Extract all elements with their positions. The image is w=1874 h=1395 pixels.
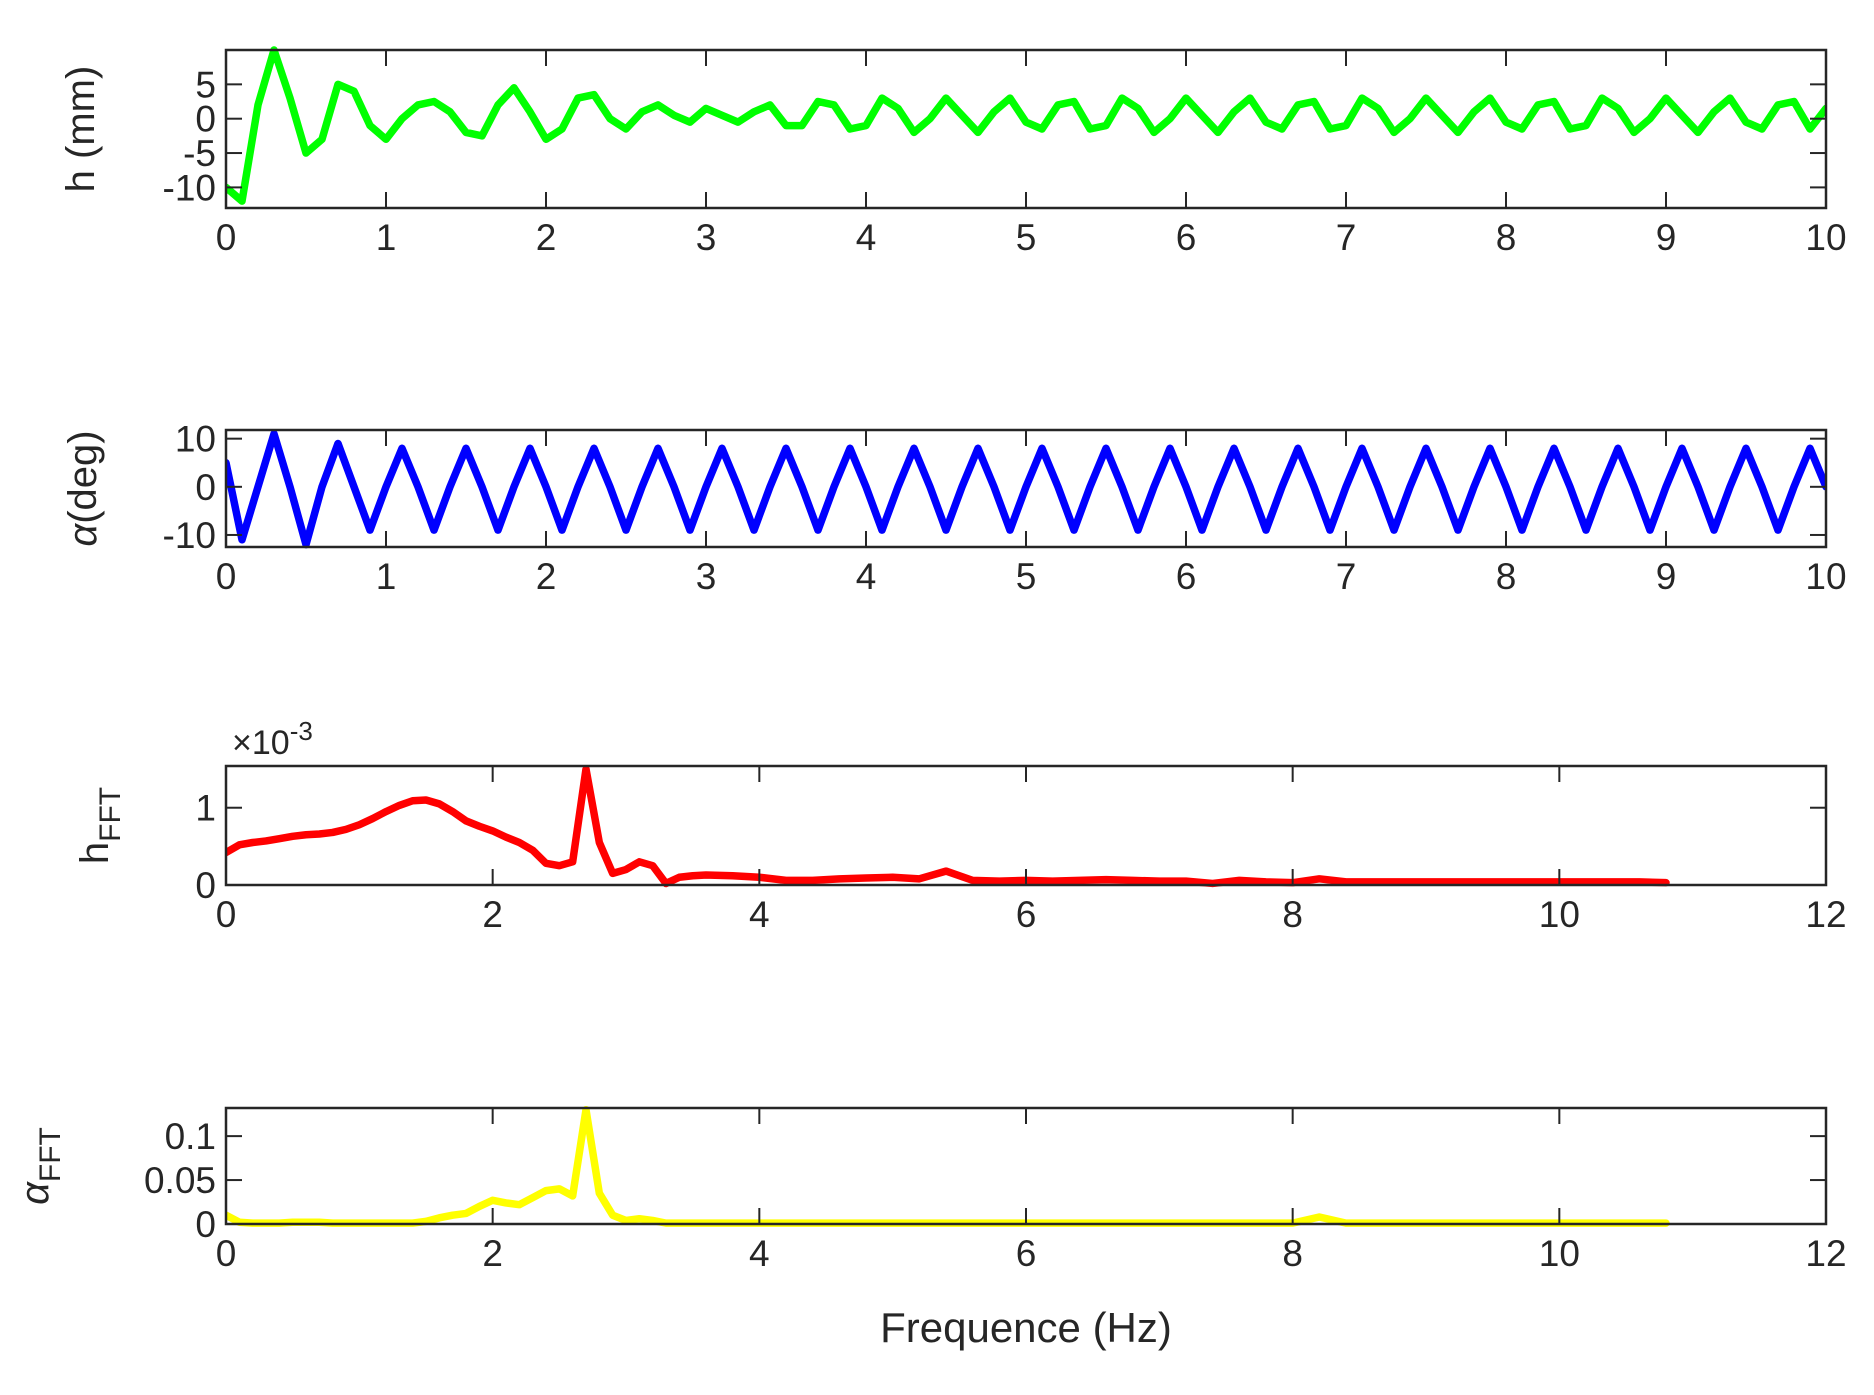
x-tick-label: 1	[376, 217, 397, 258]
line-series	[226, 765, 1670, 888]
x-tick-label: 9	[1656, 556, 1677, 597]
y-tick-label: 0	[195, 865, 216, 906]
multiplier-exponent: -3	[290, 716, 313, 746]
x-tick-label: 2	[482, 1233, 503, 1274]
x-tick-label: 10	[1539, 894, 1580, 935]
x-tick-label: 2	[482, 894, 503, 935]
y-axis-label-main: α	[13, 1181, 57, 1205]
y-axis-label-subscript: FFT	[94, 787, 127, 842]
x-tick-label: 0	[216, 217, 237, 258]
plot-area	[226, 766, 1826, 885]
x-tick-label: 7	[1336, 217, 1357, 258]
y-tick-label: 5	[195, 64, 216, 105]
y-axis-label-suffix: (deg)	[61, 430, 105, 523]
x-tick-label: 12	[1805, 1233, 1846, 1274]
y-axis-label-main: h (mm)	[59, 66, 103, 193]
y-axis-label: hFFT	[73, 787, 127, 864]
x-tick-label: 12	[1805, 894, 1846, 935]
x-tick-label: 9	[1656, 217, 1677, 258]
subplot: 0 2 4 6 8 10 12 0 1 hFFT ×10-3	[73, 716, 1847, 935]
y-axis-label-main: α	[61, 523, 105, 547]
x-tick-label: 3	[696, 217, 717, 258]
x-tick-label: 4	[856, 556, 877, 597]
y-tick-label: 0.1	[165, 1116, 216, 1157]
x-tick-label: 3	[696, 556, 717, 597]
y-tick-label: -5	[183, 133, 216, 174]
x-tick-label: 0	[216, 556, 237, 597]
x-tick-label: 10	[1539, 1233, 1580, 1274]
x-tick-label: 4	[749, 1233, 770, 1274]
x-tick-label: 4	[856, 217, 877, 258]
line-series	[226, 46, 1826, 205]
y-tick-label: 0.05	[144, 1160, 216, 1201]
y-tick-label: 0	[195, 467, 216, 508]
line-series	[226, 430, 1826, 549]
x-tick-label: 1	[376, 556, 397, 597]
x-tick-label: 2	[536, 217, 557, 258]
y-tick-label: 10	[175, 419, 216, 460]
plot-area	[226, 50, 1826, 208]
y-tick-label: -10	[163, 515, 216, 556]
axis-multiplier: ×10-3	[232, 716, 313, 762]
x-axis-label: Frequence (Hz)	[880, 1304, 1172, 1351]
y-tick-label: -10	[163, 167, 216, 208]
y-tick-label: 0	[195, 1204, 216, 1245]
x-tick-label: 8	[1496, 217, 1517, 258]
x-tick-label: 8	[1496, 556, 1517, 597]
x-tick-label: 10	[1805, 556, 1846, 597]
x-tick-label: 6	[1176, 556, 1197, 597]
y-axis-label: h (mm)	[59, 66, 103, 193]
y-axis-label: αFFT	[13, 1127, 67, 1205]
plot-area	[226, 1108, 1826, 1224]
x-tick-label: 8	[1282, 1233, 1303, 1274]
multiplier-base: ×10	[232, 724, 290, 762]
x-tick-label: 2	[536, 556, 557, 597]
y-axis-label-main: h	[73, 842, 117, 864]
y-axis-label: α(deg)	[61, 430, 105, 546]
x-tick-label: 6	[1016, 894, 1037, 935]
x-tick-label: 5	[1016, 556, 1037, 597]
x-tick-label: 4	[749, 894, 770, 935]
y-tick-label: 0	[195, 99, 216, 140]
x-tick-label: 5	[1016, 217, 1037, 258]
x-tick-label: 8	[1282, 894, 1303, 935]
y-axis-label-subscript: FFT	[34, 1127, 67, 1182]
x-tick-label: 10	[1805, 217, 1846, 258]
x-tick-label: 7	[1336, 556, 1357, 597]
x-tick-label: 6	[1016, 1233, 1037, 1274]
subplot: 0 2 4 6 8 10 12 00.050.1 αFFT Frequence (Hz)	[13, 1106, 1847, 1351]
x-tick-label: 0	[216, 1233, 237, 1274]
y-tick-label: 1	[195, 788, 216, 829]
x-tick-label: 0	[216, 894, 237, 935]
x-tick-label: 6	[1176, 217, 1197, 258]
